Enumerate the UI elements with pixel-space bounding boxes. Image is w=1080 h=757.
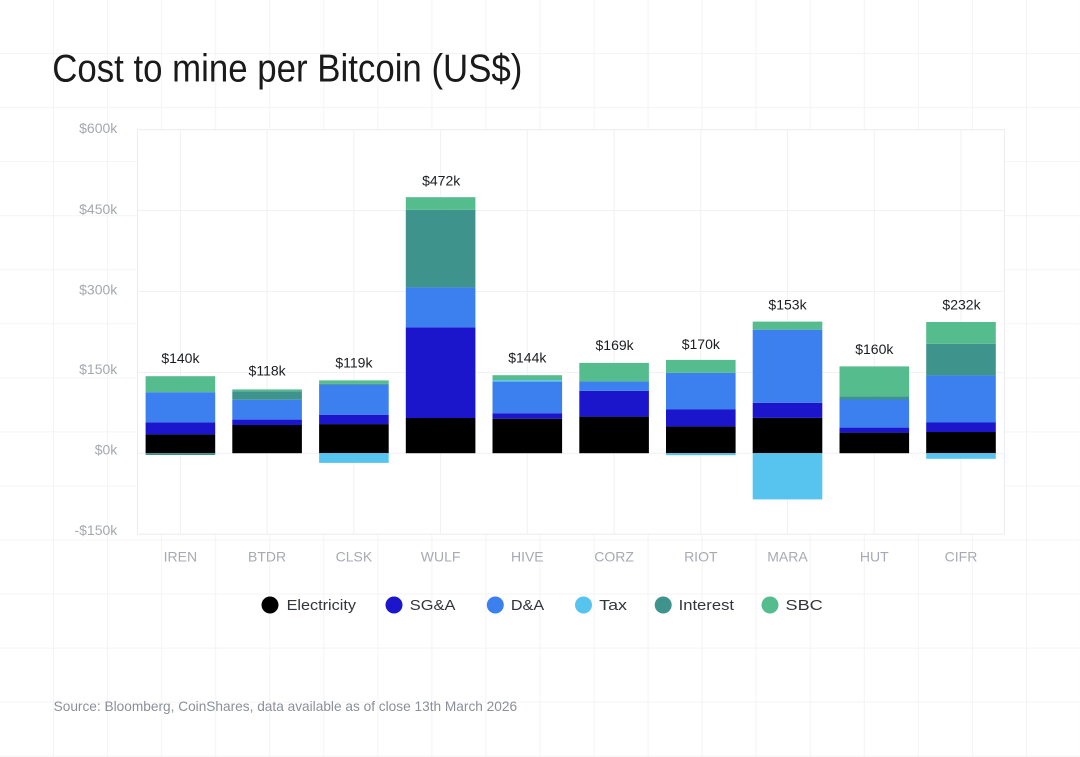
svg-text:HUT: HUT — [860, 549, 889, 565]
svg-text:MARA: MARA — [767, 549, 808, 565]
svg-text:$118k: $118k — [249, 363, 287, 379]
svg-text:$472k: $472k — [422, 172, 461, 188]
svg-text:$600k: $600k — [79, 120, 118, 136]
svg-text:CIFR: CIFR — [945, 549, 978, 565]
svg-text:$232k: $232k — [942, 296, 981, 312]
svg-text:Electricity: Electricity — [287, 597, 357, 614]
svg-text:Tax: Tax — [599, 597, 627, 614]
svg-text:Cost to mine per Bitcoin (US$): Cost to mine per Bitcoin (US$) — [52, 48, 522, 91]
svg-text:RIOT: RIOT — [684, 549, 718, 565]
svg-text:$119k: $119k — [335, 354, 373, 370]
svg-text:HIVE: HIVE — [511, 549, 544, 565]
svg-text:$450k: $450k — [79, 201, 118, 217]
svg-text:-$150k: -$150k — [74, 522, 118, 538]
svg-text:$144k: $144k — [508, 349, 547, 365]
svg-text:SG&A: SG&A — [410, 597, 456, 614]
svg-text:$0k: $0k — [95, 441, 119, 457]
svg-text:$160k: $160k — [855, 341, 894, 357]
svg-text:WULF: WULF — [421, 549, 461, 565]
svg-text:D&A: D&A — [511, 597, 544, 614]
svg-text:$140k: $140k — [161, 350, 200, 366]
svg-text:$150k: $150k — [79, 361, 118, 377]
svg-text:CORZ: CORZ — [594, 549, 634, 565]
svg-text:CLSK: CLSK — [336, 549, 373, 565]
svg-text:BTDR: BTDR — [248, 549, 286, 565]
svg-text:$170k: $170k — [682, 336, 721, 352]
svg-text:Source: Bloomberg, CoinShares,: Source: Bloomberg, CoinShares, data avai… — [54, 698, 518, 714]
svg-text:SBC: SBC — [786, 597, 823, 614]
svg-text:$169k: $169k — [596, 337, 635, 353]
svg-text:$153k: $153k — [768, 296, 807, 312]
svg-text:$300k: $300k — [79, 281, 118, 297]
svg-text:IREN: IREN — [164, 549, 197, 565]
svg-text:Interest: Interest — [679, 597, 735, 614]
